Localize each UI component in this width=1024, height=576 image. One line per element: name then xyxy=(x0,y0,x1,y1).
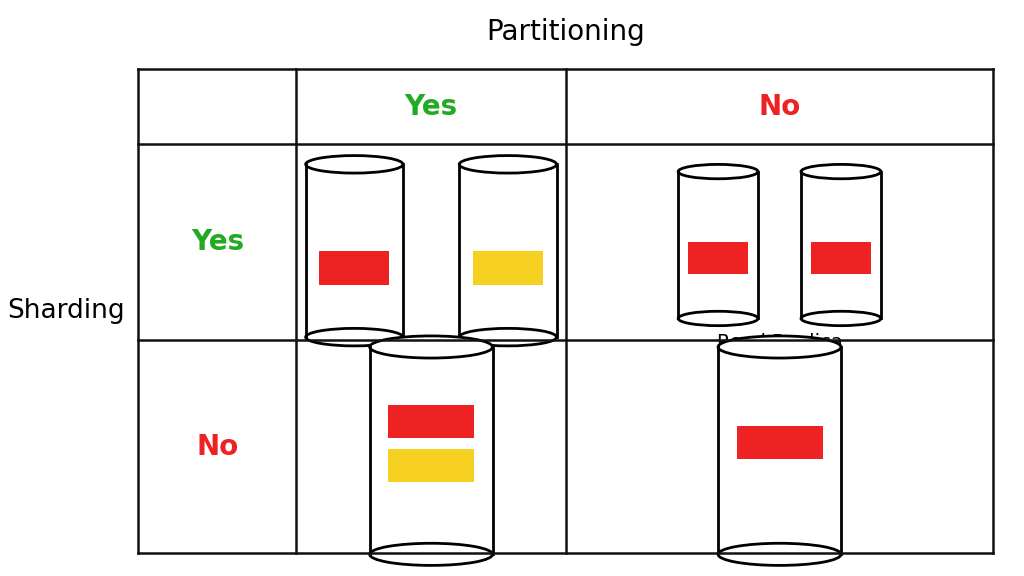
Ellipse shape xyxy=(459,328,556,346)
Bar xyxy=(678,172,758,319)
Bar xyxy=(473,251,543,285)
Bar xyxy=(305,164,402,337)
Ellipse shape xyxy=(801,311,881,325)
Bar xyxy=(736,426,822,459)
Bar xyxy=(370,347,493,554)
Ellipse shape xyxy=(370,543,493,566)
Text: Read Replica: Read Replica xyxy=(717,333,843,352)
Text: Partitioning: Partitioning xyxy=(486,18,645,46)
Ellipse shape xyxy=(305,156,402,173)
Text: Sharding: Sharding xyxy=(8,298,125,324)
Text: Yes: Yes xyxy=(190,228,244,256)
Bar xyxy=(718,347,841,554)
Text: No: No xyxy=(197,433,239,461)
Bar xyxy=(459,164,556,337)
Bar xyxy=(388,449,474,482)
Ellipse shape xyxy=(678,311,758,325)
Ellipse shape xyxy=(678,164,758,179)
Text: No: No xyxy=(759,93,801,120)
Ellipse shape xyxy=(305,328,402,346)
Text: Yes: Yes xyxy=(404,93,458,120)
Bar xyxy=(801,172,881,319)
Ellipse shape xyxy=(370,336,493,358)
Ellipse shape xyxy=(801,164,881,179)
Bar xyxy=(388,405,474,438)
Bar xyxy=(688,242,748,274)
Bar xyxy=(319,251,389,285)
Ellipse shape xyxy=(459,156,556,173)
Ellipse shape xyxy=(718,336,841,358)
Ellipse shape xyxy=(718,543,841,566)
Bar xyxy=(811,242,870,274)
